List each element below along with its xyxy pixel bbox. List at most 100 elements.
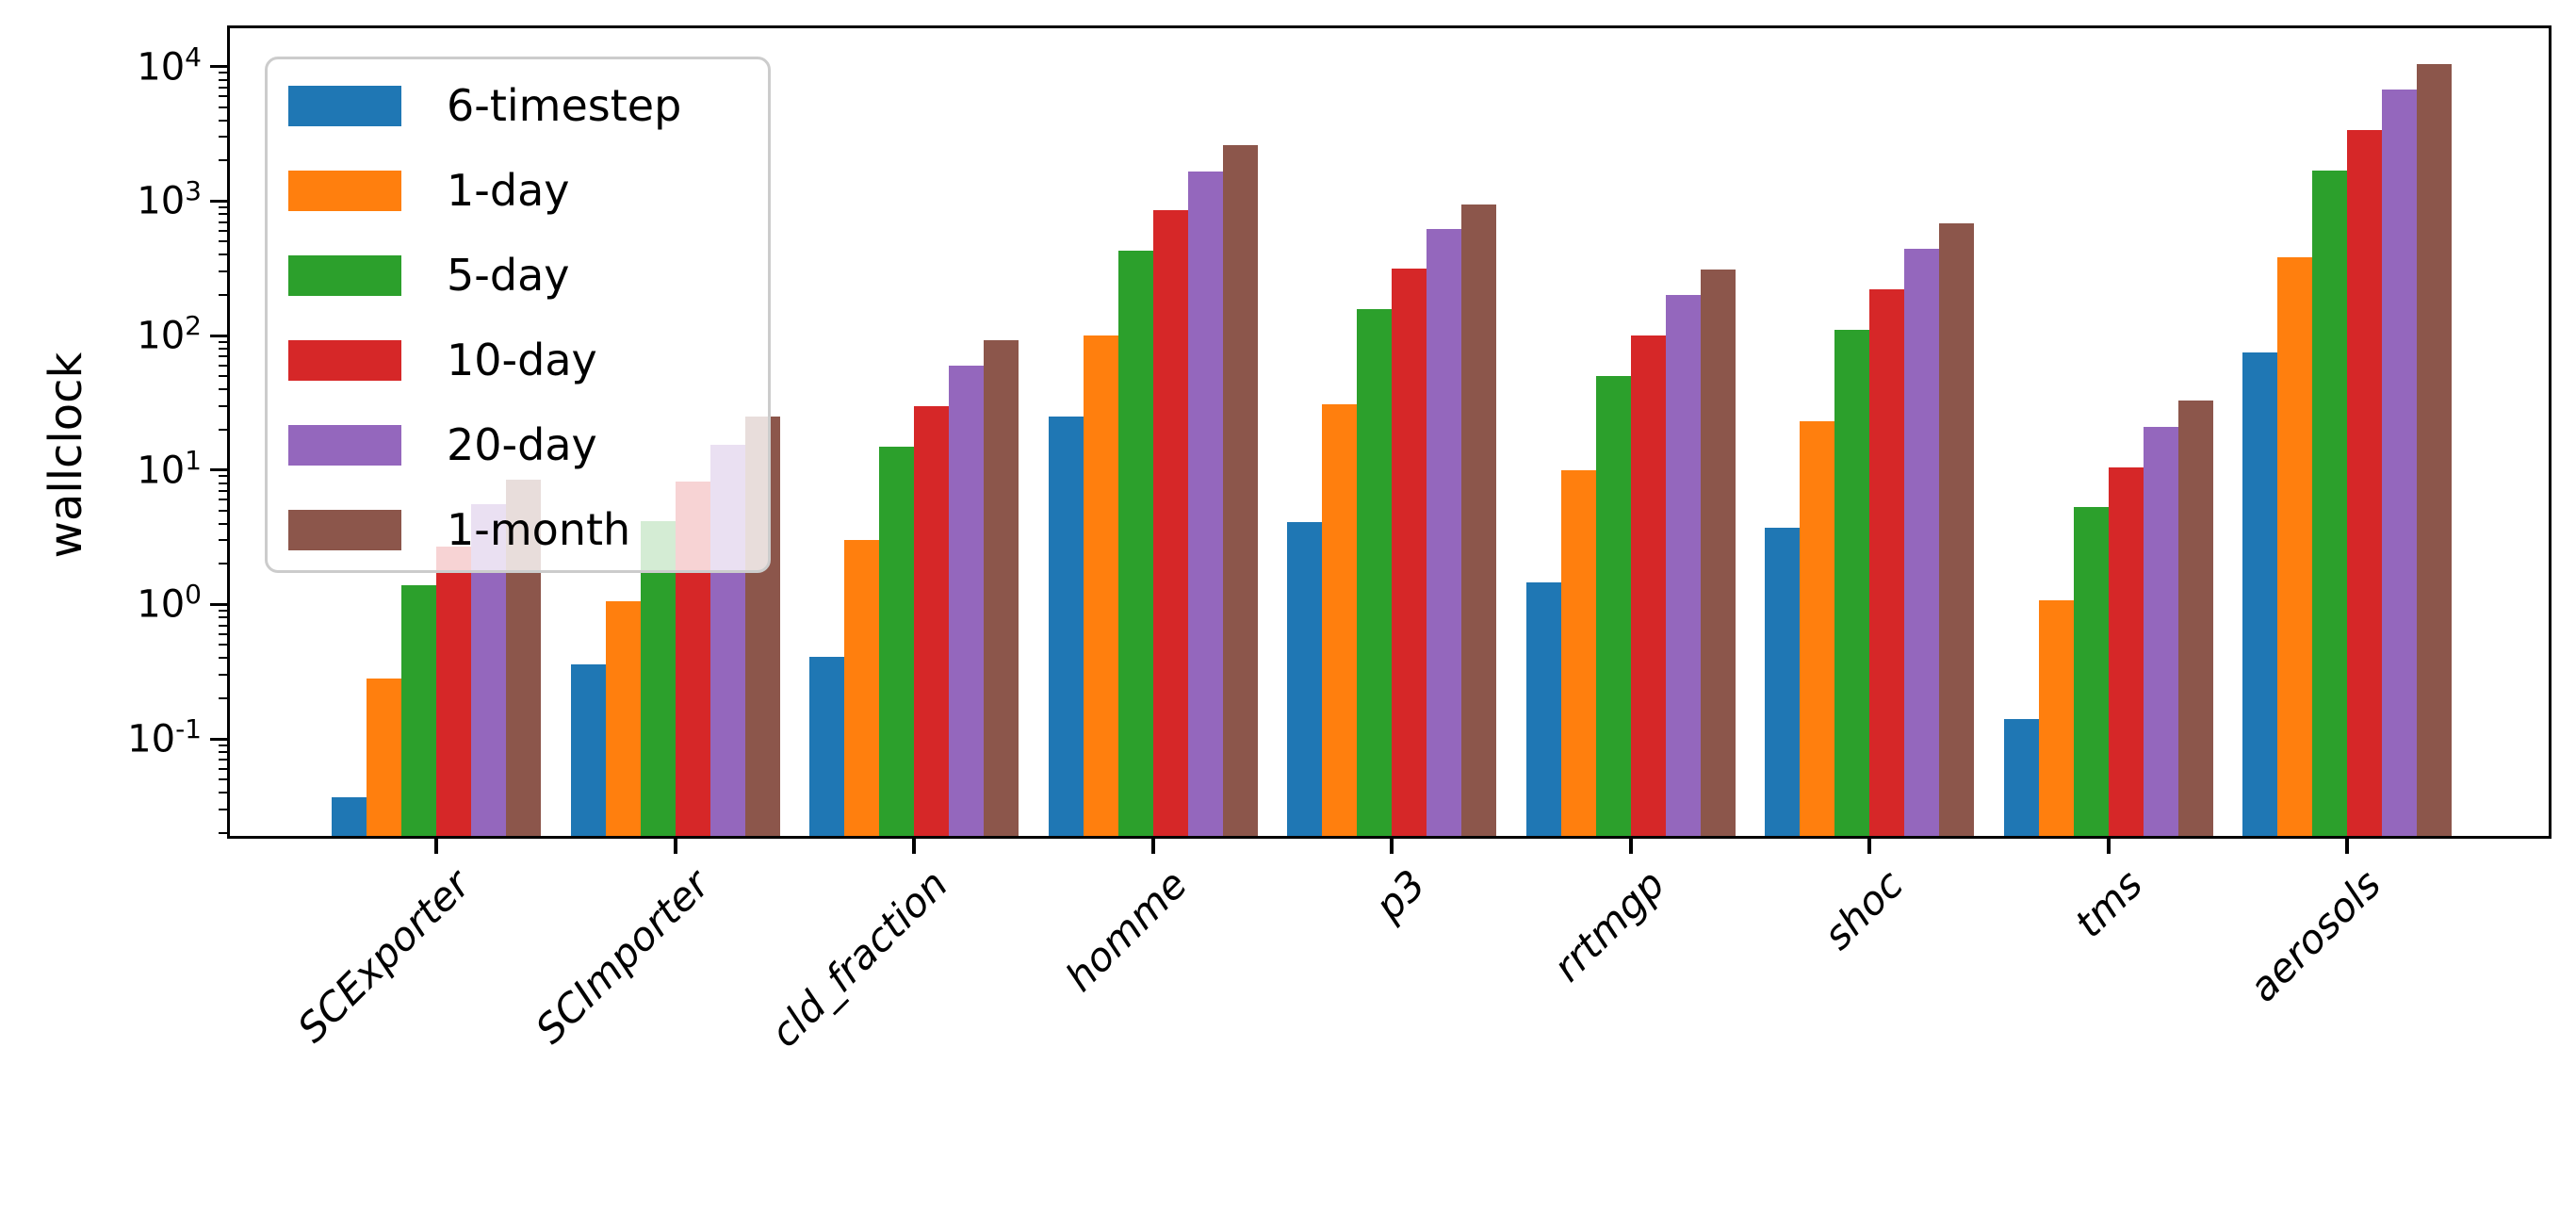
y-major-tick xyxy=(210,334,227,337)
x-major-tick xyxy=(1390,839,1394,854)
bar-5-day-SCExporter xyxy=(401,584,436,836)
bar-6-timestep-p3 xyxy=(1287,522,1322,836)
y-minor-tick xyxy=(219,644,227,646)
y-minor-tick xyxy=(219,355,227,358)
y-minor-tick xyxy=(219,509,227,512)
y-minor-tick xyxy=(219,609,227,612)
axis-top-spine xyxy=(227,25,2552,28)
bar-6-timestep-SCExporter xyxy=(332,796,367,836)
legend-label: 1-day xyxy=(447,165,570,216)
bar-1-day-rrtmgp xyxy=(1560,469,1596,836)
y-minor-tick xyxy=(219,78,227,81)
y-minor-tick xyxy=(219,347,227,350)
y-minor-tick xyxy=(219,428,227,431)
y-minor-tick xyxy=(219,759,227,761)
bar-1-month-tms xyxy=(2177,400,2213,836)
legend-item-10-day: 10-day xyxy=(288,338,749,382)
y-minor-tick xyxy=(219,213,227,216)
y-minor-tick xyxy=(219,340,227,343)
y-minor-tick xyxy=(219,221,227,223)
bar-1-day-SCExporter xyxy=(367,679,401,836)
y-minor-tick xyxy=(219,136,227,139)
y-minor-tick xyxy=(219,86,227,89)
bar-5-day-SCImporter xyxy=(640,520,676,836)
y-tick-label: 103 xyxy=(137,175,202,223)
y-minor-tick xyxy=(219,119,227,122)
y-minor-tick xyxy=(219,522,227,525)
bar-10-day-aerosols xyxy=(2347,129,2382,836)
bar-10-day-rrtmgp xyxy=(1630,335,1666,836)
wallclock-bar-chart: wallclock 6-timestep 1-day 5-day 10-day 20-d… xyxy=(40,25,2552,1056)
y-minor-tick xyxy=(219,364,227,367)
y-minor-tick xyxy=(219,624,227,627)
y-minor-tick xyxy=(219,254,227,256)
bar-20-day-p3 xyxy=(1427,229,1461,836)
bar-10-day-p3 xyxy=(1392,268,1427,836)
y-minor-tick xyxy=(219,205,227,208)
bar-1-month-homme xyxy=(1222,145,1258,836)
bar-1-day-shoc xyxy=(1800,421,1834,836)
y-tick-label: 10-1 xyxy=(127,713,202,761)
y-minor-tick xyxy=(219,106,227,108)
y-minor-tick xyxy=(219,95,227,98)
axis-bottom-spine xyxy=(227,836,2552,839)
bar-1-month-p3 xyxy=(1461,204,1496,836)
bar-5-day-shoc xyxy=(1834,330,1869,836)
bar-1-month-cld_fraction xyxy=(984,339,1019,836)
y-minor-tick xyxy=(219,240,227,243)
y-minor-tick xyxy=(219,489,227,492)
y-tick-label: 100 xyxy=(137,579,202,627)
legend-label: 6-timestep xyxy=(447,80,682,131)
y-tick-label: 101 xyxy=(137,444,202,493)
bar-20-day-aerosols xyxy=(2382,89,2417,836)
bar-1-day-p3 xyxy=(1322,403,1357,836)
bar-6-timestep-shoc xyxy=(1765,528,1800,836)
legend-item-20-day: 20-day xyxy=(288,423,749,466)
bar-10-day-SCExporter xyxy=(436,546,471,836)
x-major-tick xyxy=(673,839,677,854)
x-major-tick xyxy=(2106,839,2111,854)
y-minor-tick xyxy=(219,499,227,501)
bar-5-day-tms xyxy=(2073,507,2109,836)
y-minor-tick xyxy=(219,72,227,74)
bar-5-day-p3 xyxy=(1357,308,1392,836)
axis-right-spine xyxy=(2549,28,2552,839)
y-major-tick xyxy=(210,199,227,203)
bar-1-day-cld_fraction xyxy=(844,540,879,836)
y-minor-tick xyxy=(219,539,227,542)
legend-label: 5-day xyxy=(447,250,570,301)
legend-label: 10-day xyxy=(447,335,597,385)
y-minor-tick xyxy=(219,475,227,478)
axis-left-spine xyxy=(227,28,230,839)
bar-6-timestep-SCImporter xyxy=(570,663,606,836)
y-minor-tick xyxy=(219,808,227,810)
x-major-tick xyxy=(1150,839,1155,854)
y-minor-tick xyxy=(219,482,227,484)
bar-1-day-homme xyxy=(1083,335,1118,836)
bar-1-month-aerosols xyxy=(2417,63,2452,836)
y-tick-label: 102 xyxy=(137,310,202,358)
bar-5-day-cld_fraction xyxy=(879,446,914,836)
y-minor-tick xyxy=(219,270,227,272)
legend-swatch-20-day xyxy=(288,424,401,466)
y-minor-tick xyxy=(219,791,227,793)
legend-item-1-day: 1-day xyxy=(288,169,749,212)
y-minor-tick xyxy=(219,657,227,660)
legend-item-5-day: 5-day xyxy=(288,254,749,297)
legend-swatch-1-month xyxy=(288,509,401,550)
bar-1-day-SCImporter xyxy=(605,601,641,836)
y-minor-tick xyxy=(219,404,227,407)
y-minor-tick xyxy=(219,767,227,770)
legend-label: 1-month xyxy=(447,504,631,555)
x-major-tick xyxy=(912,839,916,854)
bar-10-day-cld_fraction xyxy=(914,405,949,836)
legend-item-6-timestep: 6-timestep xyxy=(288,84,749,127)
bar-5-day-homme xyxy=(1117,250,1153,836)
y-minor-tick xyxy=(219,778,227,781)
bar-20-day-shoc xyxy=(1904,249,1939,836)
y-minor-tick xyxy=(219,744,227,746)
x-major-tick xyxy=(1628,839,1633,854)
y-minor-tick xyxy=(219,633,227,636)
y-minor-tick xyxy=(219,563,227,565)
bar-20-day-homme xyxy=(1187,172,1223,836)
